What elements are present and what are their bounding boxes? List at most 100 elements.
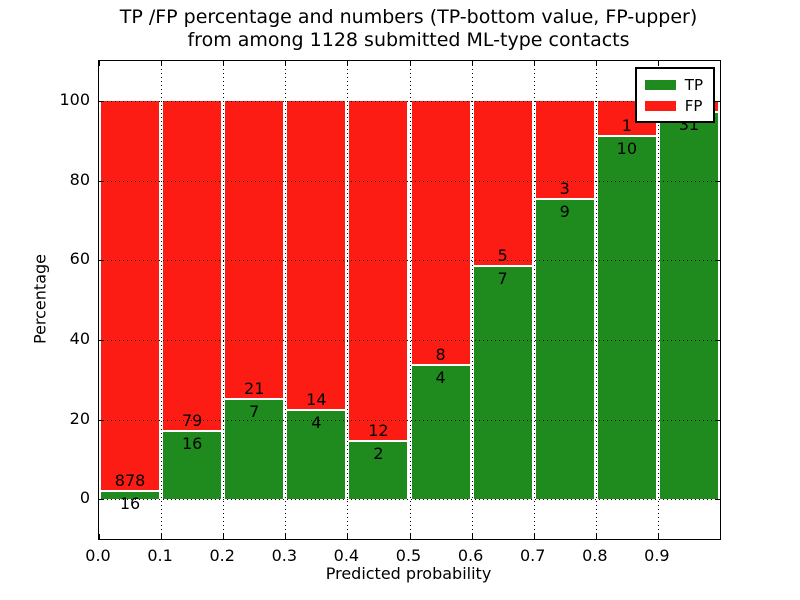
- legend-item-tp: TP: [644, 74, 703, 95]
- x-tick-label: 0.4: [333, 546, 360, 565]
- x-tick-mark: [347, 534, 349, 539]
- legend-label-tp: TP: [684, 75, 703, 94]
- x-tick-label: 0.8: [582, 546, 608, 565]
- v-gridline: [161, 61, 163, 539]
- y-tick-mark: [99, 339, 104, 341]
- bar-segment-tp: [473, 266, 532, 500]
- legend-item-fp: FP: [644, 95, 703, 116]
- y-tick-mark: [99, 100, 104, 102]
- bar-segment-fp: [349, 100, 408, 443]
- y-tick-mark: [715, 419, 720, 421]
- x-tick-mark: [657, 534, 659, 539]
- tp-count-label: 10: [616, 139, 638, 159]
- x-tick-mark: [99, 61, 100, 66]
- y-tick-label: 20: [69, 408, 90, 428]
- y-tick-mark: [99, 419, 104, 421]
- bar-segment-tp: [535, 200, 594, 500]
- bar-segment-fp: [101, 100, 160, 493]
- fp-count-label: 14: [306, 389, 327, 409]
- y-tick-label: 60: [69, 249, 90, 269]
- v-gridline: [409, 61, 411, 539]
- x-tick-mark: [595, 61, 597, 66]
- tp-count-label: 7: [497, 268, 508, 288]
- y-tick-label: 40: [69, 328, 90, 348]
- v-gridline: [595, 61, 597, 539]
- x-axis-label: Predicted probability: [325, 564, 492, 583]
- y-tick-mark: [715, 260, 720, 262]
- fp-count-label: 5: [497, 245, 508, 265]
- fp-count-label: 79: [181, 411, 203, 431]
- x-tick-mark: [223, 534, 225, 539]
- bar-segment-fp: [535, 100, 594, 201]
- bar-segment-fp: [287, 100, 346, 411]
- bar-segment-tp: [287, 410, 346, 500]
- v-gridline: [657, 61, 659, 539]
- chart-title-line2: from among 1128 submitted ML-type contac…: [187, 29, 630, 51]
- x-tick-mark: [347, 61, 349, 66]
- x-tick-mark: [223, 61, 225, 66]
- tp-count-label: 16: [119, 494, 141, 514]
- y-tick-label: 0: [79, 488, 90, 508]
- bar-segment-tp: [225, 399, 284, 500]
- fp-count-label: 12: [368, 421, 389, 441]
- fp-count-label: 21: [244, 378, 265, 398]
- y-tick-label: 100: [59, 89, 90, 109]
- x-tick-label: 0.0: [85, 546, 111, 565]
- fp-count-label: 1: [621, 116, 632, 136]
- y-tick-mark: [715, 100, 720, 102]
- y-tick-mark: [99, 260, 104, 262]
- bar-segment-tp: [411, 366, 470, 500]
- bar-segment-tp: [597, 137, 656, 500]
- tp-count-label: 4: [311, 412, 322, 432]
- x-tick-mark: [533, 534, 535, 539]
- fp-count-label: 8: [435, 345, 446, 365]
- y-tick-mark: [99, 180, 104, 182]
- x-tick-mark: [99, 534, 100, 539]
- bar-segment-tp: [659, 113, 718, 500]
- x-tick-label: 0.9: [644, 546, 670, 565]
- fp-count-label: 878: [114, 471, 146, 491]
- x-tick-label: 0.2: [209, 546, 235, 565]
- x-tick-label: 0.1: [147, 546, 173, 565]
- x-tick-mark: [409, 61, 411, 66]
- x-tick-label: 0.3: [271, 546, 298, 565]
- tp-count-label: 2: [373, 444, 384, 464]
- plot-area: TP FP 878 16 79 16 21 7 14 4 12 2 8 4 5 7 3 9 1 10 31: [98, 60, 721, 540]
- bar-segment-fp: [225, 100, 284, 400]
- bar-segment-tp: [163, 432, 222, 500]
- x-tick-mark: [161, 534, 163, 539]
- x-tick-mark: [409, 534, 411, 539]
- v-gridline: [285, 61, 287, 539]
- y-tick-mark: [715, 180, 720, 182]
- legend-label-fp: FP: [684, 96, 703, 115]
- tp-swatch-icon: [644, 79, 676, 90]
- x-tick-label: 0.5: [395, 546, 422, 565]
- v-gridline: [347, 61, 349, 539]
- y-tick-mark: [99, 499, 104, 501]
- x-tick-mark: [161, 61, 163, 66]
- legend: TP FP: [634, 67, 715, 123]
- chart-title-line1: TP /FP percentage and numbers (TP-bottom…: [119, 6, 698, 28]
- v-gridline: [471, 61, 473, 539]
- x-tick-label: 0.6: [457, 546, 484, 565]
- y-tick-label: 80: [69, 169, 90, 189]
- x-tick-mark: [471, 61, 473, 66]
- bar-segment-tp: [349, 442, 408, 500]
- x-tick-label: 0.7: [519, 546, 546, 565]
- bar-segment-tp: [101, 492, 160, 500]
- x-tick-mark: [657, 61, 659, 66]
- x-tick-mark: [595, 534, 597, 539]
- fp-count-label: 3: [559, 179, 570, 199]
- v-gridline: [223, 61, 225, 539]
- y-tick-mark: [715, 339, 720, 341]
- bar-segment-fp: [163, 100, 222, 433]
- fp-swatch-icon: [644, 100, 676, 111]
- tp-count-label: 7: [249, 401, 260, 421]
- tp-count-label: 4: [435, 368, 446, 388]
- x-tick-mark: [285, 534, 287, 539]
- x-tick-mark: [471, 534, 473, 539]
- x-tick-mark: [533, 61, 535, 66]
- y-tick-mark: [715, 499, 720, 501]
- tp-count-label: 9: [559, 202, 570, 222]
